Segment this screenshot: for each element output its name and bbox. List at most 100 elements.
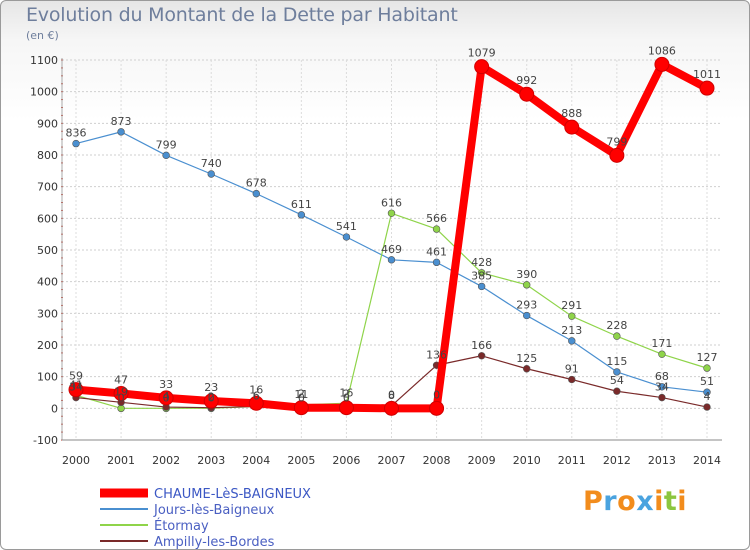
data-label: 213 — [561, 324, 582, 337]
data-point — [72, 139, 80, 148]
data-point — [429, 400, 445, 416]
data-label: 51 — [700, 375, 714, 388]
data-point — [658, 350, 666, 358]
x-tick-label: 2002 — [152, 454, 180, 467]
x-tick-label: 2004 — [242, 454, 270, 467]
x-tick-label: 2006 — [332, 454, 360, 467]
data-label: 611 — [291, 198, 312, 211]
data-label: 4 — [704, 390, 711, 403]
data-point — [68, 382, 84, 398]
y-tick-label: 300 — [37, 307, 58, 320]
data-label: 4 — [163, 390, 170, 403]
data-label: 390 — [516, 268, 537, 281]
x-tick-label: 2007 — [378, 454, 406, 467]
data-point — [568, 312, 576, 320]
data-label: 1086 — [648, 44, 676, 57]
data-point — [477, 269, 486, 277]
data-point — [474, 59, 490, 75]
logo-letter: o — [617, 486, 637, 517]
data-point — [158, 390, 174, 406]
y-tick-label: -100 — [33, 434, 58, 447]
data-label: 59 — [69, 370, 83, 383]
data-label: 461 — [426, 245, 447, 258]
data-point — [297, 211, 306, 219]
proxiti-logo: Proxiti — [583, 486, 687, 517]
data-point — [113, 385, 129, 401]
data-point — [568, 375, 576, 384]
y-tick-label: 700 — [37, 181, 58, 194]
data-label: 0 — [388, 388, 395, 401]
y-tick-label: 400 — [37, 276, 58, 289]
data-point — [699, 80, 715, 96]
y-tick-label: 500 — [37, 244, 58, 257]
x-tick-label: 2005 — [287, 454, 315, 467]
data-point — [387, 256, 396, 264]
legend-label: Jours-lès-Baigneux — [153, 503, 275, 518]
logo-letter: P — [583, 486, 604, 517]
data-label: 16 — [249, 383, 263, 396]
data-point — [658, 383, 666, 391]
data-point — [387, 209, 396, 217]
x-tick-label: 2012 — [603, 454, 631, 467]
unit-label: (en €) — [26, 29, 59, 42]
data-label: 992 — [516, 74, 537, 87]
data-label: 34 — [69, 381, 83, 394]
y-tick-label: 800 — [37, 149, 58, 162]
data-point — [477, 282, 486, 291]
data-label: 293 — [516, 299, 537, 312]
data-label: 0 — [208, 391, 215, 404]
data-label: 33 — [159, 378, 173, 391]
data-label: 16 — [339, 386, 353, 399]
data-label: 428 — [471, 256, 492, 269]
data-point — [654, 56, 670, 72]
data-point — [523, 311, 531, 320]
data-label: 541 — [336, 220, 357, 233]
data-label: 115 — [606, 355, 627, 368]
data-point — [703, 364, 711, 372]
legend-label: CHAUME-LèS-BAIGNEUX — [154, 487, 311, 502]
data-label: 8 — [388, 389, 395, 402]
x-tick-label: 2003 — [197, 454, 225, 467]
data-label: 740 — [201, 157, 222, 170]
y-tick-label: 200 — [37, 339, 58, 352]
y-tick-label: 600 — [37, 212, 58, 225]
data-label: 799 — [156, 138, 177, 151]
data-point — [523, 281, 531, 289]
data-point — [203, 393, 219, 409]
data-label: 836 — [66, 127, 87, 140]
data-point — [613, 368, 621, 376]
data-point — [162, 151, 170, 160]
data-point — [568, 337, 576, 345]
data-point — [384, 400, 399, 416]
data-point — [703, 403, 711, 411]
data-label: 0 — [118, 391, 125, 404]
y-tick-label: 1000 — [30, 86, 58, 99]
x-tick-label: 2001 — [107, 454, 135, 467]
data-label: 125 — [516, 352, 537, 365]
data-label: 616 — [381, 196, 402, 209]
data-point — [613, 332, 621, 340]
data-label: 291 — [561, 299, 582, 312]
data-label: 68 — [655, 370, 669, 383]
data-label: 34 — [655, 381, 669, 394]
logo-letter: r — [603, 486, 618, 517]
data-label: 2 — [208, 391, 215, 404]
x-tick-label: 2000 — [62, 454, 90, 467]
data-point — [658, 393, 666, 402]
data-label: 678 — [246, 177, 267, 190]
chart-title: Evolution du Montant de la Dette par Hab… — [26, 4, 458, 26]
data-label: 23 — [204, 381, 218, 394]
data-label: 166 — [471, 339, 492, 352]
data-point — [342, 233, 351, 241]
data-point — [523, 365, 531, 373]
data-point — [117, 128, 125, 136]
logo-letter: t — [663, 486, 678, 517]
data-label: 0 — [298, 391, 305, 404]
data-label: 1011 — [693, 68, 721, 81]
data-label: 127 — [697, 351, 718, 364]
data-label: 2 — [298, 388, 305, 401]
data-label: 2 — [343, 388, 350, 401]
x-tick-label: 2013 — [648, 454, 676, 467]
data-point — [477, 352, 486, 360]
